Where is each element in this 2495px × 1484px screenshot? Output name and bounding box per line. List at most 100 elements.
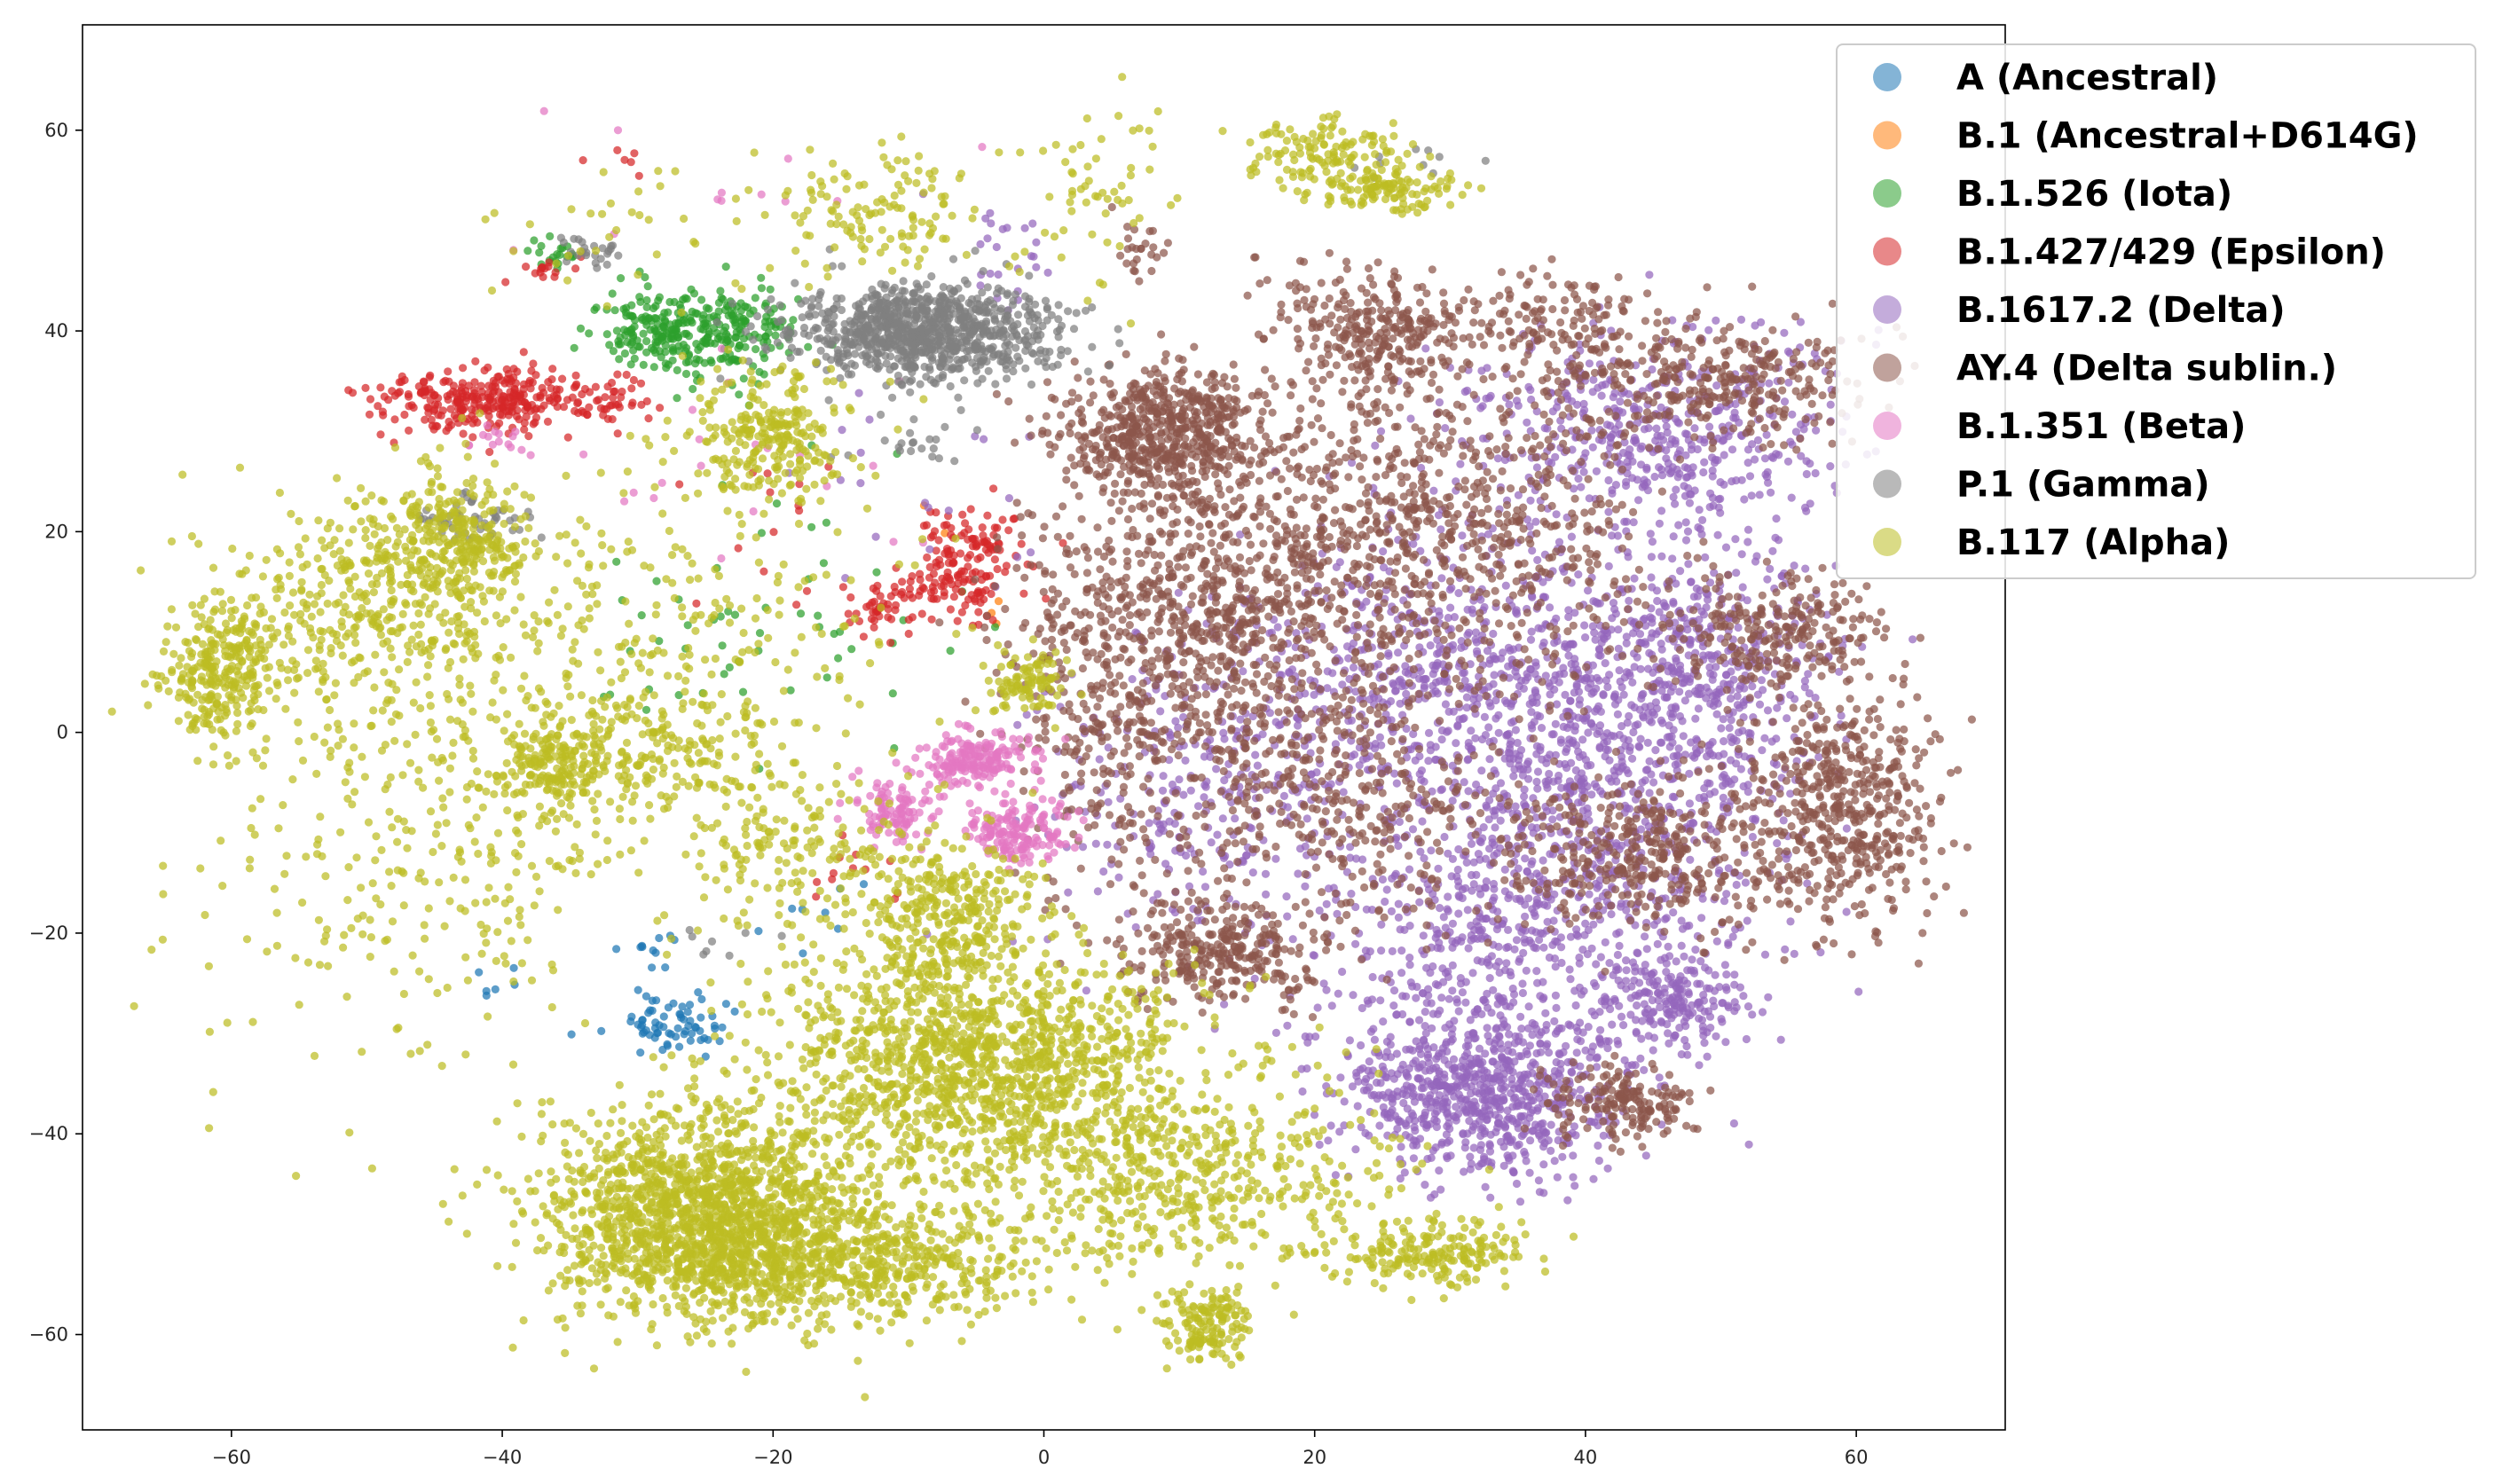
data-point [1415,1135,1425,1143]
data-point [1722,671,1731,679]
data-point [661,963,670,972]
data-point [1469,880,1478,889]
data-point [1528,857,1537,866]
data-point [1477,1009,1486,1018]
data-point [1683,527,1693,536]
data-point [1622,956,1631,965]
data-point [1688,322,1697,332]
data-point [978,588,987,597]
data-point [1701,553,1710,562]
data-point [1532,463,1541,472]
data-point [1392,1049,1401,1058]
data-point [1409,1141,1418,1150]
data-point [673,394,681,403]
data-point [1572,925,1581,934]
data-point [1697,1016,1707,1025]
data-point [1743,1002,1753,1011]
data-point [572,380,581,389]
data-point [932,508,941,517]
data-point [1527,627,1536,636]
data-point [1806,499,1814,508]
data-point [610,306,619,315]
data-point [1480,712,1489,722]
data-point [1547,1120,1555,1129]
data-point [692,599,701,609]
data-point [1440,1056,1449,1064]
data-point [1700,458,1709,467]
data-point [1618,762,1627,771]
data-point [1437,993,1446,1002]
data-point [1570,1182,1579,1190]
data-point [1396,1174,1405,1183]
data-point [1426,969,1435,978]
data-point [1587,1007,1596,1016]
data-point [1506,740,1515,749]
data-point [1657,431,1665,441]
data-point [1694,683,1704,693]
data-point [1387,1069,1396,1078]
data-point [1459,1056,1468,1064]
data-point [1584,728,1593,737]
data-point [1573,1026,1582,1036]
data-point [1606,421,1615,430]
data-point [380,392,389,401]
data-point [1480,1083,1489,1092]
data-point [692,340,701,349]
data-point [1461,1138,1470,1147]
data-point [1653,596,1662,606]
series-2 [523,232,1000,773]
data-point [1454,1090,1463,1099]
data-point [1571,766,1580,775]
data-point [1576,1018,1585,1027]
data-point [471,357,480,365]
data-point [600,404,609,413]
data-point [1731,535,1740,544]
data-point [1622,481,1631,491]
data-point [1535,899,1544,908]
data-point [1762,430,1771,439]
data-point [1631,436,1640,444]
data-point [457,386,466,396]
data-point [1570,986,1579,995]
data-point [1539,577,1547,586]
data-point [687,317,696,326]
data-point [522,263,531,271]
data-point [576,324,586,333]
data-point [1730,408,1739,417]
data-point [1675,979,1684,988]
data-point [888,689,897,698]
data-point [751,294,760,302]
data-point [1641,987,1649,996]
data-point [1826,400,1835,409]
data-point [1381,897,1389,907]
data-point [983,511,992,520]
data-point [1660,954,1669,962]
data-point [710,1021,720,1030]
data-point [1359,1086,1368,1095]
data-point [1405,922,1414,930]
data-point [1454,1007,1463,1016]
data-point [1711,970,1720,979]
data-point [767,321,775,330]
data-point [1615,666,1624,675]
data-point [1722,985,1731,994]
data-point [1744,728,1753,738]
data-point [1757,676,1766,685]
data-point [1729,1119,1738,1128]
data-point [1669,492,1678,502]
data-point [1657,552,1666,561]
data-point [1685,799,1694,808]
data-point [1583,804,1592,813]
data-point [940,592,948,601]
data-point [491,382,500,391]
data-point [1447,1030,1456,1039]
data-point [1554,678,1563,687]
data-point [1786,917,1795,926]
data-point [1617,981,1625,990]
data-point [1706,651,1715,660]
data-point [887,615,896,624]
data-point [1649,1020,1658,1029]
data-point [1787,493,1796,502]
data-point [693,310,702,318]
data-point [1408,1084,1417,1093]
